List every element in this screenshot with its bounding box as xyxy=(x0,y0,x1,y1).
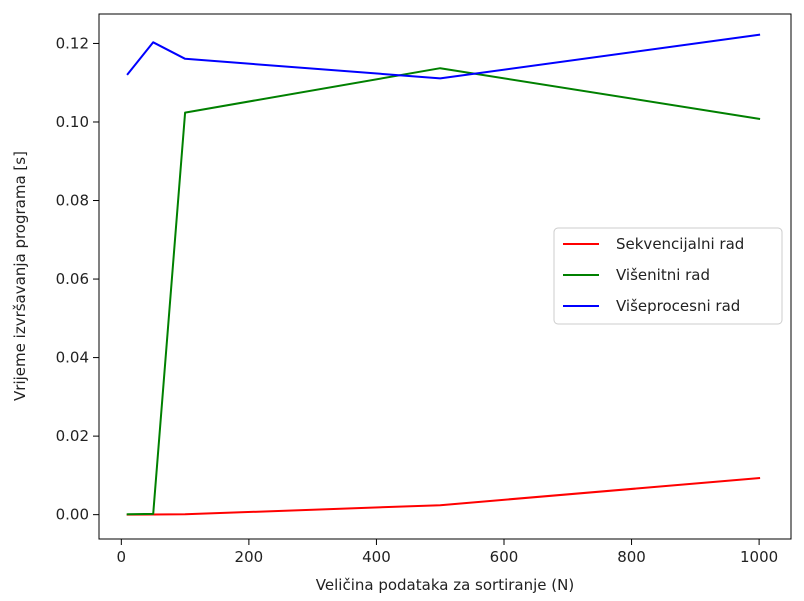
legend-label: Višenitni rad xyxy=(616,266,710,284)
legend-box xyxy=(553,227,783,325)
y-tick-label: 0.08 xyxy=(56,192,89,210)
x-axis-ticks: 0 200 400 600 800 1000 xyxy=(117,539,778,566)
x-tick-label: 800 xyxy=(617,548,646,566)
plot-frame xyxy=(98,13,792,540)
legend-label: Višeprocesni rad xyxy=(616,297,740,315)
y-tick-label: 0.10 xyxy=(56,113,89,131)
legend-label: Sekvencijalni rad xyxy=(616,235,744,253)
series-lines xyxy=(126,33,761,516)
y-tick-label: 0.06 xyxy=(56,270,89,288)
y-tick-label: 0.02 xyxy=(56,427,89,445)
x-tick-label: 600 xyxy=(490,548,519,566)
legend: Sekvencijalni rad Višenitni rad Višeproces… xyxy=(553,227,783,325)
series-line-3 xyxy=(126,33,761,80)
y-axis-label: Vrijeme izvršavanja programa [s] xyxy=(11,151,29,401)
y-tick-label: 0.04 xyxy=(56,349,89,367)
x-tick-label: 200 xyxy=(235,548,264,566)
x-tick-label: 400 xyxy=(362,548,391,566)
y-axis-ticks: 0.00 0.02 0.04 0.06 0.08 0.10 0.12 xyxy=(56,34,99,524)
x-tick-label: 0 xyxy=(117,548,127,566)
y-tick-label: 0.12 xyxy=(56,34,89,52)
y-tick-label: 0.00 xyxy=(56,506,89,524)
series-line-2 xyxy=(126,67,761,516)
x-tick-label: 1000 xyxy=(740,548,778,566)
x-axis-label: Veličina podataka za sortiranje (N) xyxy=(316,576,574,594)
